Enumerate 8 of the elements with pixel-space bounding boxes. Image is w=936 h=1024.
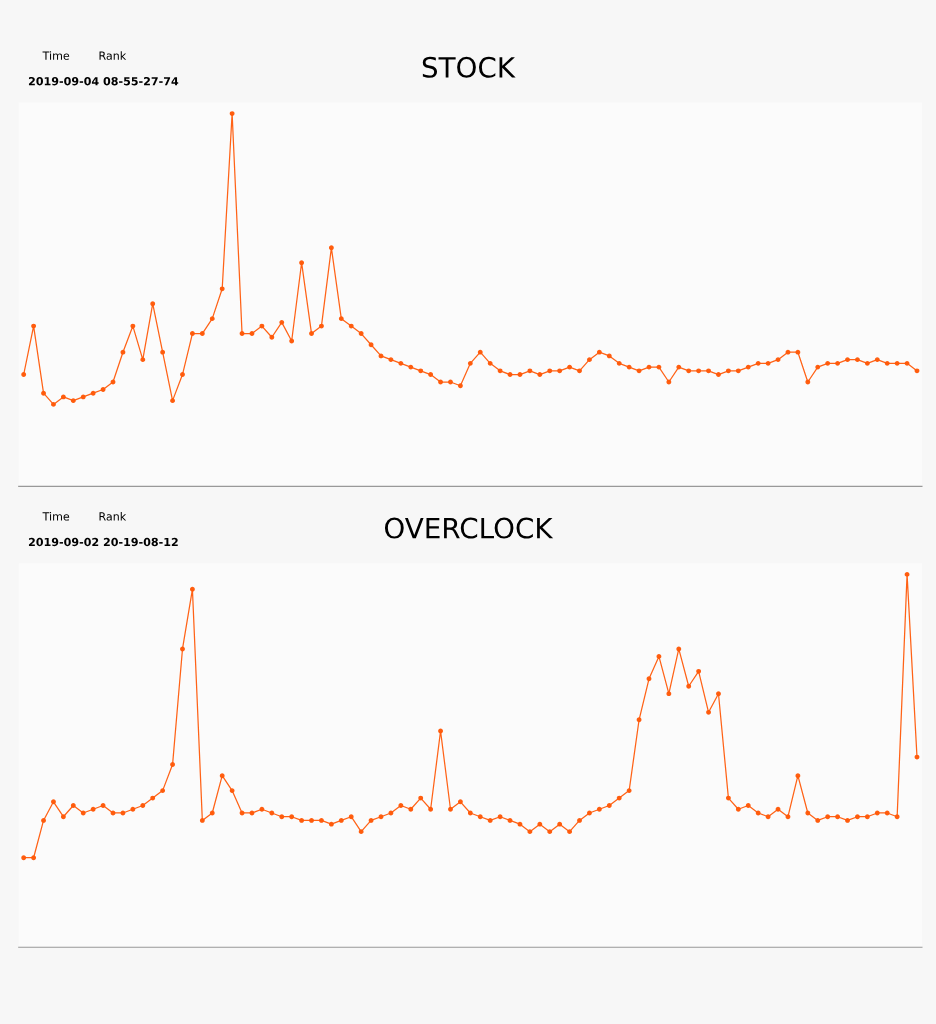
chart-title: STOCK	[422, 56, 516, 78]
chart-title: OVERCLOCK	[384, 517, 554, 539]
text: Time	[42, 512, 70, 521]
text: 2019-09-02 20-19-08-12	[28, 537, 178, 547]
text: Rank	[99, 512, 127, 521]
text: 2019-09-04 08-55-27-74	[28, 77, 179, 86]
text: Time	[42, 51, 70, 60]
text: Rank	[99, 51, 127, 60]
